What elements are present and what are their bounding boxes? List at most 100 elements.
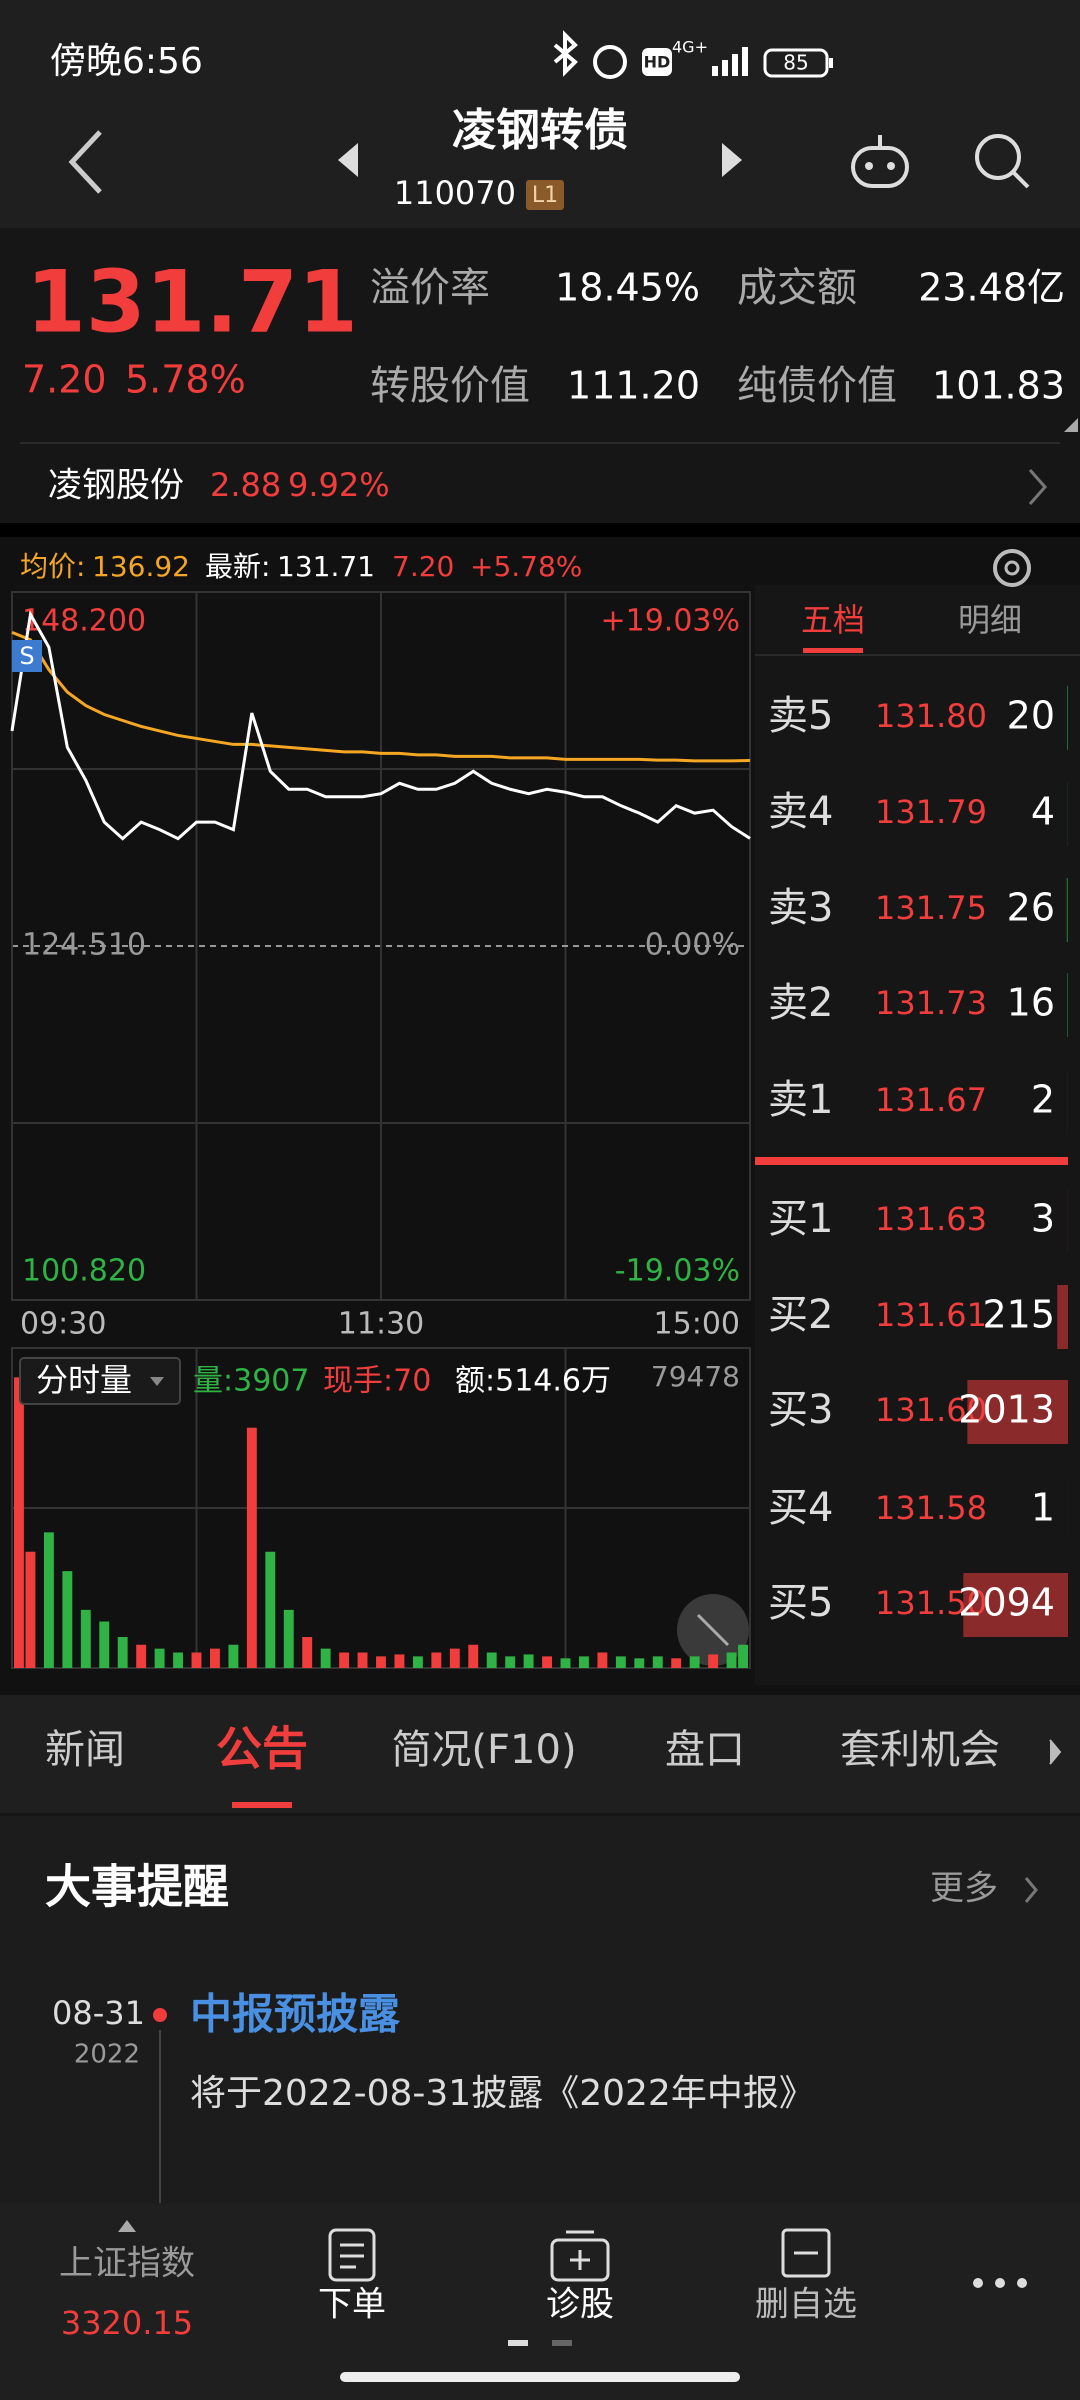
home-bar: [340, 2372, 740, 2382]
tab[interactable]: 新闻: [45, 1727, 125, 1773]
index-name[interactable]: 上证指数: [59, 2244, 195, 2284]
page-indicator: [508, 2340, 528, 2346]
tabs-bg: [0, 1695, 1080, 1813]
dropdown-arrow: [150, 1377, 164, 1386]
order-volume: 4: [1031, 790, 1055, 834]
order-book-tab[interactable]: 五档: [801, 601, 865, 639]
index-arrow: [118, 2220, 136, 2232]
robot-button[interactable]: [851, 135, 909, 188]
y2-tick-label: -19.03%: [615, 1254, 740, 1289]
volume-bar: [579, 1656, 589, 1668]
back-button[interactable]: [68, 130, 102, 194]
badge: S: [19, 642, 34, 670]
bottom-nav-bg: [0, 2203, 1080, 2400]
tab[interactable]: 盘口: [665, 1727, 745, 1773]
tab-indicator: [232, 1802, 292, 1808]
volume-bar: [505, 1656, 516, 1668]
expand-button[interactable]: [677, 1594, 749, 1666]
order-volume: 2013: [958, 1388, 1055, 1432]
volume-bar: [597, 1652, 608, 1668]
more-button[interactable]: [973, 2278, 1027, 2288]
order-book-tab[interactable]: 明细: [958, 601, 1022, 639]
volume-bar: [173, 1652, 183, 1668]
volume-bar: [339, 1652, 350, 1668]
volume-bar: [671, 1658, 682, 1668]
order-label: 买3: [768, 1387, 833, 1433]
volume-bar: [117, 1636, 128, 1668]
events-more[interactable]: 更多: [930, 1869, 998, 1909]
volume-selector-label[interactable]: 分时量: [36, 1361, 132, 1399]
volume-bar: [302, 1636, 313, 1668]
volume-bar: [210, 1648, 220, 1668]
event-title[interactable]: 中报预披露: [190, 1990, 401, 2039]
volume-bar: [80, 1609, 91, 1668]
volume-stat: 量:3907: [193, 1364, 309, 1399]
settings-button[interactable]: [993, 549, 1031, 587]
status-time: 傍晚6:56: [50, 41, 203, 82]
next-button[interactable]: [722, 143, 742, 177]
order-icon[interactable]: [328, 2228, 376, 2282]
underlying-name[interactable]: 凌钢股份: [48, 466, 184, 506]
metric-value: 111.20: [567, 364, 700, 408]
index-value: 3320.15: [61, 2304, 193, 2342]
alarm-icon: [593, 45, 627, 79]
volume-bar: [136, 1644, 147, 1668]
order-price: 131.73: [875, 984, 987, 1022]
order-volume: 215: [982, 1293, 1055, 1337]
underlying-chevron[interactable]: [1028, 469, 1048, 505]
nav-item[interactable]: 删自选: [755, 2285, 857, 2325]
more-chevron[interactable]: [1024, 1877, 1038, 1903]
hd-label: HD: [644, 53, 671, 72]
underlying-price: 2.88: [210, 466, 281, 504]
code: 110070: [394, 174, 516, 212]
nav-item[interactable]: 诊股: [546, 2285, 614, 2325]
depth-bar: [1057, 1285, 1068, 1349]
volume-bar: [394, 1654, 405, 1668]
x-tick-label: 15:00: [654, 1307, 740, 1342]
tab[interactable]: 简况(F10): [391, 1727, 576, 1773]
price-line: [10, 609, 751, 841]
metric-value: 18.45%: [555, 266, 700, 310]
volume-bar: [689, 1656, 700, 1668]
search-button[interactable]: [975, 134, 1030, 189]
depth-bar: [1067, 973, 1068, 1037]
volume-bar: [468, 1644, 479, 1668]
volume-selector[interactable]: [19, 1357, 181, 1405]
metric-label: 成交额: [737, 265, 857, 311]
tabs-more-arrow[interactable]: [1049, 1739, 1062, 1765]
volume-bar: [357, 1652, 368, 1668]
volume-bar: [154, 1648, 165, 1668]
price-line: [11, 630, 751, 763]
metric-label: 转股价值: [370, 363, 530, 409]
prev-button[interactable]: [338, 143, 358, 177]
volume-bar: [62, 1571, 73, 1668]
order-price: 131.67: [875, 1081, 987, 1119]
order-volume: 3: [1031, 1197, 1055, 1241]
tab[interactable]: 公告: [216, 1722, 308, 1776]
volume-bar: [43, 1532, 54, 1668]
diagnose-icon[interactable]: [550, 2230, 610, 2282]
volume-bar: [320, 1648, 331, 1668]
x-tick-label: 09:30: [20, 1307, 106, 1342]
volume-bar: [191, 1652, 202, 1668]
level: L1: [532, 183, 558, 208]
volume-bar: [283, 1609, 294, 1668]
order-price: 131.80: [875, 697, 987, 735]
order-price: 131.58: [875, 1489, 987, 1527]
volume-bar: [615, 1656, 626, 1668]
remove-icon[interactable]: [781, 2228, 831, 2278]
order-price: 131.61: [875, 1296, 987, 1334]
metric-label: 纯债价值: [737, 363, 897, 409]
order-book-bg: [755, 585, 1080, 1685]
title: 凌钢转债: [452, 105, 628, 156]
order-volume: 1: [1031, 1486, 1055, 1530]
tab[interactable]: 套利机会: [840, 1727, 1000, 1773]
nav-item[interactable]: 下单: [318, 2285, 386, 2325]
order-price: 131.75: [875, 889, 987, 927]
volume-bar: [25, 1551, 36, 1668]
divider: [0, 523, 1080, 537]
legend-last-label: 最新:: [205, 550, 270, 583]
metric-value: 101.83: [932, 364, 1065, 408]
volume-bar: [634, 1658, 645, 1668]
